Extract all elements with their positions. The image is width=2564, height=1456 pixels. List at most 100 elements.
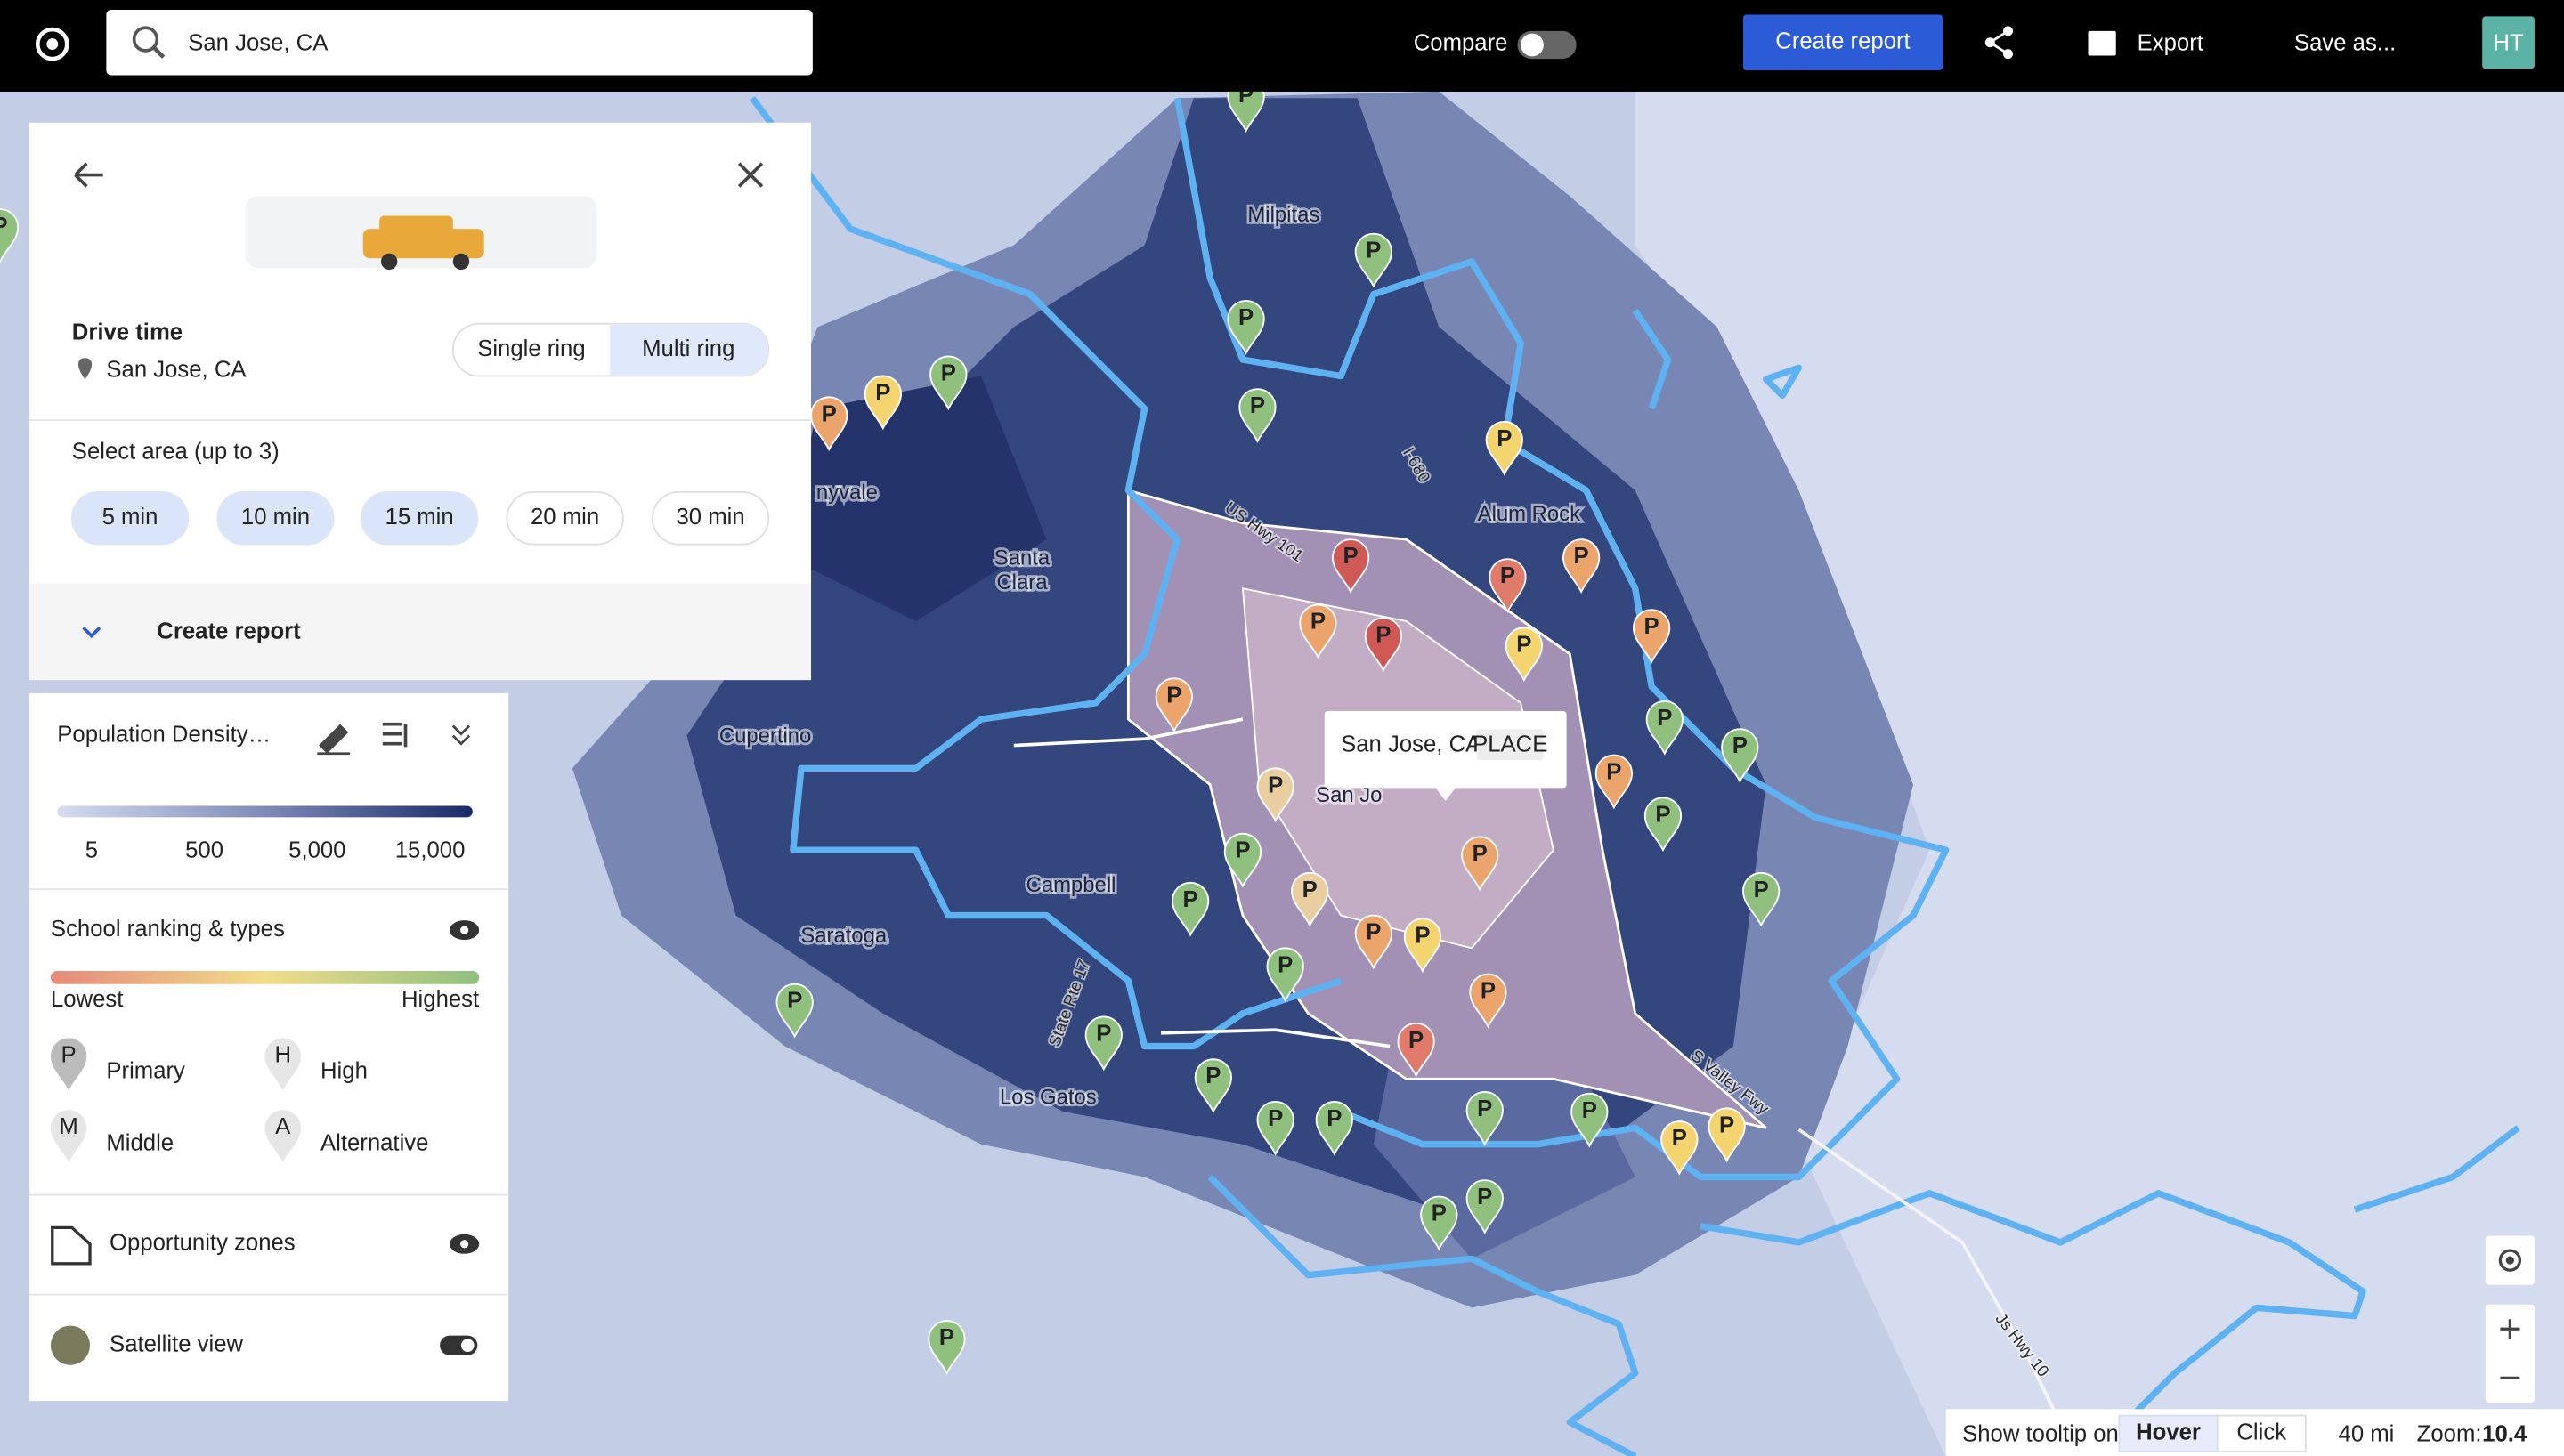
area-option[interactable]: 15 min xyxy=(385,505,454,530)
school-pin[interactable] xyxy=(0,208,20,263)
school-pin[interactable] xyxy=(1505,627,1543,683)
area-option[interactable]: 10 min xyxy=(241,505,310,530)
opportunity-zone xyxy=(1763,364,1803,400)
school-pin[interactable] xyxy=(1465,1091,1504,1146)
school-pin-label: P xyxy=(1473,841,1488,866)
school-pin[interactable] xyxy=(1194,1058,1232,1114)
zones-label: Opportunity zones xyxy=(110,1231,296,1256)
type-pin xyxy=(264,1038,301,1091)
school-pin[interactable] xyxy=(1485,421,1523,476)
school-pin[interactable] xyxy=(1489,558,1527,613)
mode-option[interactable]: Hover xyxy=(2136,1420,2201,1445)
school-pin[interactable] xyxy=(1742,871,1781,927)
school-pin[interactable] xyxy=(1256,767,1294,823)
panel-title: Drive time xyxy=(72,320,183,344)
school-pin-label: P xyxy=(1415,923,1430,948)
school-pin[interactable] xyxy=(1643,797,1683,853)
school-pin[interactable] xyxy=(1461,836,1499,892)
school-pin[interactable] xyxy=(1364,617,1403,673)
school-pin-label: P xyxy=(1268,1106,1283,1131)
collapse-icon[interactable] xyxy=(451,724,471,746)
rank-high: Highest xyxy=(402,987,479,1012)
school-pin[interactable] xyxy=(928,1320,966,1375)
layer-name: Population Density… xyxy=(57,722,271,747)
eye-icon[interactable] xyxy=(450,1234,480,1254)
school-pin[interactable] xyxy=(1660,1120,1699,1176)
area-pill[interactable] xyxy=(70,490,190,546)
school-pin[interactable] xyxy=(1562,538,1601,594)
area-option[interactable]: 20 min xyxy=(531,505,599,530)
school-pin[interactable] xyxy=(1155,677,1193,733)
school-pin[interactable] xyxy=(1354,914,1392,970)
map[interactable]: Milpitas Santa Clara Cupertino Campbell … xyxy=(0,77,2564,1456)
school-pin[interactable] xyxy=(929,355,968,411)
school-pin[interactable] xyxy=(1227,300,1265,355)
search-text[interactable]: San Jose, CA xyxy=(188,30,329,55)
zoom-in[interactable] xyxy=(2500,1319,2520,1339)
school-pin[interactable] xyxy=(1223,832,1262,888)
close-button[interactable] xyxy=(737,162,764,188)
school-pin[interactable] xyxy=(1397,1022,1435,1078)
search-icon xyxy=(152,45,166,59)
school-pin[interactable] xyxy=(1332,538,1370,594)
school-pin[interactable] xyxy=(1721,728,1759,784)
school-pin[interactable] xyxy=(1238,388,1277,443)
school-pin[interactable] xyxy=(1172,882,1210,937)
save-as-label[interactable]: Save as... xyxy=(2294,30,2396,55)
search-box[interactable] xyxy=(106,10,813,76)
export-icon[interactable] xyxy=(2088,30,2116,56)
area-pill[interactable] xyxy=(651,490,770,546)
school-pin[interactable] xyxy=(1256,1101,1294,1156)
back-button[interactable] xyxy=(74,162,103,188)
school-pin-label: P xyxy=(1096,1021,1111,1046)
area-option[interactable]: 5 min xyxy=(102,505,158,530)
school-pin[interactable] xyxy=(864,375,902,431)
area-pill[interactable] xyxy=(506,490,624,546)
export-label[interactable]: Export xyxy=(2138,30,2203,55)
type-letter: A xyxy=(275,1114,291,1139)
area-option[interactable]: 30 min xyxy=(676,505,744,530)
car-illustration xyxy=(452,253,470,271)
school-pin[interactable] xyxy=(1645,700,1684,756)
school-pin-label: P xyxy=(1205,1064,1221,1088)
create-report-button[interactable] xyxy=(1742,14,1943,70)
school-pin[interactable] xyxy=(775,983,814,1039)
school-pin-label: P xyxy=(1235,838,1250,863)
school-pin[interactable] xyxy=(1291,871,1329,927)
eye-icon[interactable] xyxy=(450,920,480,941)
area-pill[interactable] xyxy=(361,490,479,546)
density-tick: 500 xyxy=(185,838,223,863)
ring-option[interactable]: Multi ring xyxy=(642,336,734,361)
school-pin[interactable] xyxy=(1299,603,1337,659)
school-pin[interactable] xyxy=(1354,232,1392,288)
school-pin[interactable] xyxy=(1469,973,1507,1029)
ring-option[interactable]: Single ring xyxy=(477,336,585,361)
school-pin[interactable] xyxy=(1403,918,1442,974)
school-pin[interactable] xyxy=(1594,754,1633,810)
create-report-text[interactable]: Create report xyxy=(157,619,301,644)
share-icon[interactable] xyxy=(1984,26,2014,60)
avatar[interactable] xyxy=(2482,16,2535,69)
area-pill[interactable] xyxy=(216,490,335,546)
school-pin[interactable] xyxy=(1084,1015,1123,1072)
school-pin[interactable] xyxy=(1266,947,1304,1003)
school-pin[interactable] xyxy=(1708,1107,1746,1163)
school-pin[interactable] xyxy=(1632,609,1671,664)
edit-icon[interactable] xyxy=(317,724,351,756)
school-pin[interactable] xyxy=(1315,1101,1353,1156)
create-report-row[interactable] xyxy=(29,583,812,681)
type-pin xyxy=(50,1110,87,1162)
zoom-label: Zoom: xyxy=(2417,1421,2482,1446)
school-pin[interactable] xyxy=(1570,1092,1609,1148)
school-pin[interactable] xyxy=(1420,1195,1458,1251)
mode-option[interactable]: Click xyxy=(2236,1420,2286,1445)
logo[interactable] xyxy=(35,27,69,61)
school-pin[interactable] xyxy=(810,396,848,452)
school-pin[interactable] xyxy=(1465,1179,1504,1234)
place-label: Clara xyxy=(996,570,1048,595)
school-pin-label: P xyxy=(1477,1185,1492,1209)
mode-selected xyxy=(2118,1414,2219,1452)
create-report-label: Create report xyxy=(1775,29,1910,54)
table-icon[interactable] xyxy=(382,722,408,748)
